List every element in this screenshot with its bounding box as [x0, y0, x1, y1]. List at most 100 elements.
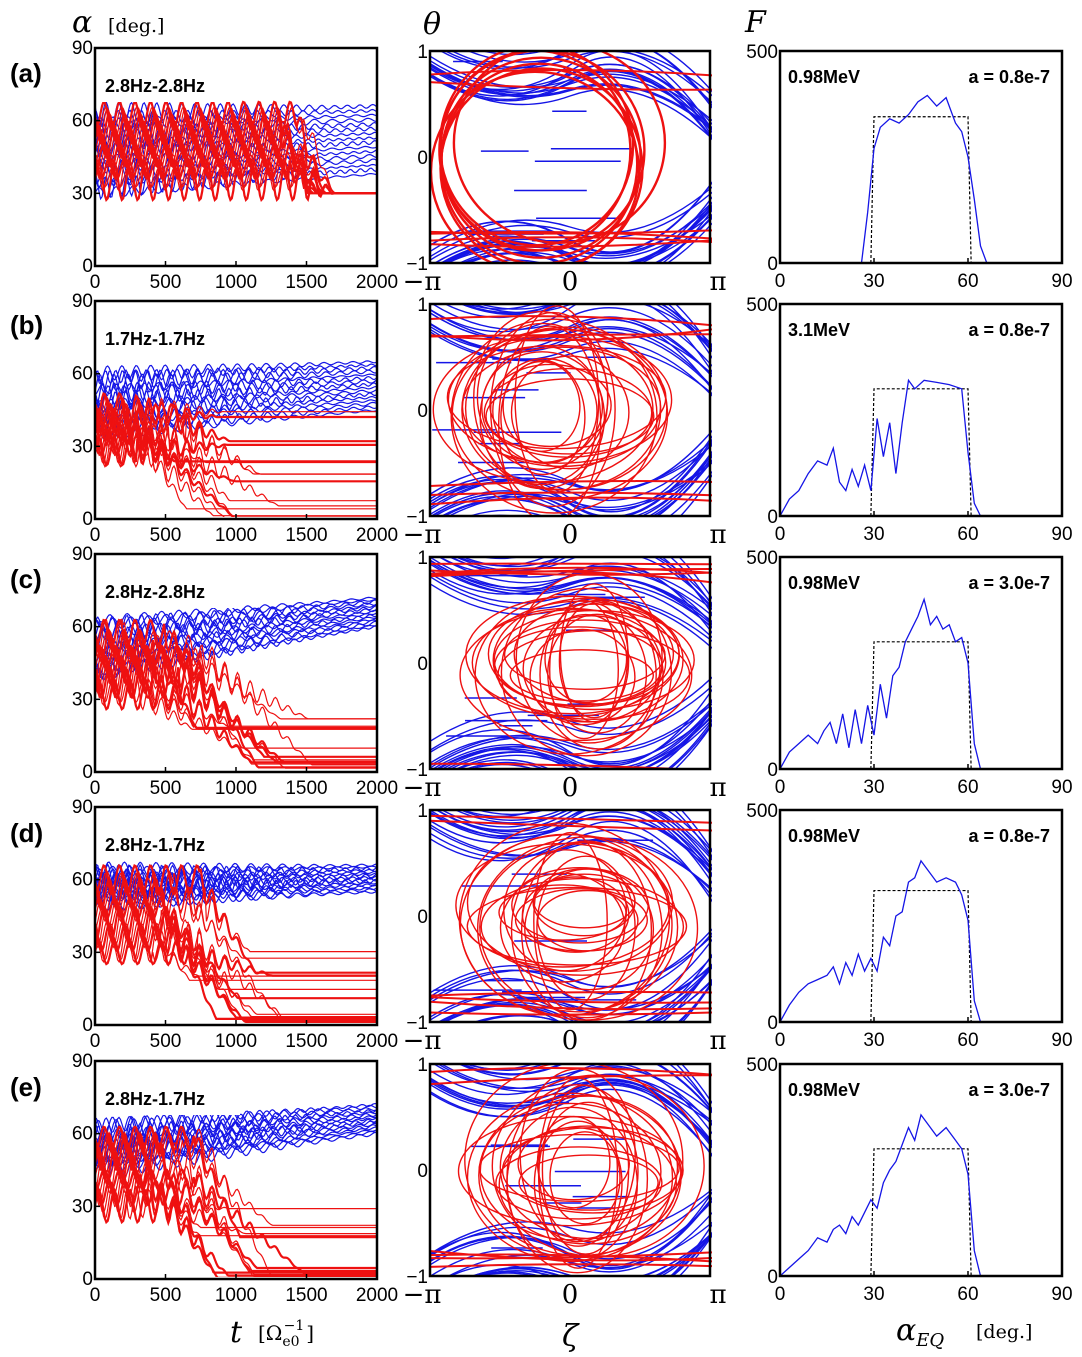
- y-tick-label: 500: [746, 42, 778, 63]
- red-orbit: [541, 1084, 630, 1255]
- red-orbit: [478, 1133, 680, 1203]
- x-tick-label: π: [709, 1280, 726, 1310]
- axes-frame: [428, 1062, 712, 1278]
- y-tick-label: −1: [406, 254, 428, 275]
- red-orbit: [466, 886, 688, 966]
- red-passing-orbit: [430, 491, 712, 497]
- blue-orbit: [431, 706, 712, 769]
- phase-space-traces: [430, 304, 712, 516]
- x-tick-label: 0: [775, 271, 786, 292]
- x-tick-label: 30: [863, 1030, 884, 1051]
- energy-annotation: 0.98MeV: [788, 1080, 860, 1100]
- x-tick-label: 2000: [356, 525, 398, 546]
- distribution-plot: 0 30 60 90 0 500 0.98MeV a = 0.8e-7: [746, 42, 1072, 292]
- blue-orbit: [430, 703, 712, 769]
- blue-orbit: [430, 51, 712, 132]
- y-tick-label: 90: [72, 544, 93, 565]
- x-tick-label: π: [709, 520, 726, 550]
- x-tick-label: 1500: [285, 525, 327, 546]
- phase-space-traces: [430, 51, 712, 263]
- blue-orbit: [430, 932, 712, 998]
- blue-orbit: [457, 1064, 712, 1113]
- red-passing-orbit: [430, 819, 712, 832]
- blue-orbit: [435, 810, 712, 871]
- x-tick-label: 1000: [215, 272, 257, 293]
- annotation-bg: [100, 1083, 240, 1115]
- red-orbit: [498, 325, 602, 516]
- red-trace: [95, 402, 377, 443]
- red-passing-orbit: [430, 1000, 712, 1011]
- red-trace: [95, 864, 377, 974]
- x-tick-label: 2000: [356, 272, 398, 293]
- frequency-annotation: 2.8Hz-2.8Hz: [105, 76, 205, 96]
- y-tick-label: 1: [417, 801, 428, 822]
- alpha-time-plot: 0 500 1000 1500 2000 0 30 60 90 2.8Hz-2.8Hz: [72, 38, 398, 293]
- red-passing-orbit: [430, 239, 712, 248]
- x-tick-label: −π: [403, 1280, 442, 1310]
- red-orbit: [438, 51, 635, 247]
- distribution-plot: 0 30 60 90 0 500 3.1MeV a = 0.8e-7: [746, 295, 1072, 545]
- red-trace: [95, 1184, 377, 1221]
- red-orbit: [499, 1095, 679, 1240]
- y-tick-label: 60: [72, 870, 93, 891]
- blue-orbit: [460, 810, 712, 858]
- y-tick-label: 30: [72, 1196, 93, 1217]
- red-orbit: [509, 649, 655, 702]
- x-tick-label: 1500: [285, 1031, 327, 1052]
- axes-frame: [778, 49, 1064, 265]
- amplitude-annotation: a = 3.0e-7: [968, 1080, 1050, 1100]
- x-tick-label: 30: [863, 1284, 884, 1305]
- blue-orbit: [440, 1064, 712, 1123]
- y-tick-label: 30: [72, 689, 93, 710]
- x-tick-label: 0: [562, 1026, 579, 1056]
- x-tick-label: 0: [90, 1285, 101, 1306]
- red-orbit: [533, 831, 608, 1011]
- red-passing-orbit: [430, 328, 712, 342]
- x-tick-label: 2000: [356, 1285, 398, 1306]
- distribution-plot: 0 30 60 90 0 500 0.98MeV a = 3.0e-7: [746, 548, 1072, 798]
- amplitude-annotation: a = 0.8e-7: [968, 826, 1050, 846]
- red-trace: [95, 876, 377, 1020]
- blue-trace: [95, 360, 377, 382]
- y-tick-label: 30: [72, 942, 93, 963]
- red-passing-orbit: [430, 568, 712, 578]
- amplitude-annotation: a = 0.8e-7: [968, 320, 1050, 340]
- alpha-time-plot: 0 500 1000 1500 2000 0 30 60 90 2.8Hz-2.8Hz: [72, 544, 398, 799]
- blue-orbit: [430, 330, 712, 397]
- x-tick-label: 0: [562, 773, 579, 803]
- x-tick-label: 90: [1051, 777, 1072, 798]
- axes-frame: [428, 302, 712, 518]
- red-passing-orbit: [430, 996, 712, 1004]
- x-tick-label: 500: [150, 1031, 182, 1052]
- phase-space-plot: −π 0 π −1 0 1: [403, 295, 727, 550]
- red-orbit: [487, 600, 675, 708]
- red-orbit: [479, 345, 606, 490]
- y-tick-label: 0: [767, 1267, 778, 1288]
- blue-orbit: [449, 715, 712, 769]
- y-tick-label: 500: [746, 1055, 778, 1076]
- blue-orbit: [430, 935, 712, 1001]
- blue-trace: [95, 365, 377, 394]
- red-orbit: [529, 628, 636, 726]
- y-tick-label: 1: [417, 1055, 428, 1076]
- distribution-plot: 0 30 60 90 0 500 0.98MeV a = 3.0e-7: [746, 1055, 1072, 1305]
- blue-orbit: [476, 1233, 712, 1276]
- energy-annotation: 0.98MeV: [788, 573, 860, 593]
- red-trace: [95, 906, 377, 1021]
- blue-trace: [95, 613, 377, 663]
- initial-distribution-box: [870, 388, 972, 517]
- red-trace: [95, 1158, 377, 1277]
- y-tick-label: −1: [406, 1267, 428, 1288]
- phase-space-plot: −π 0 π −1 0 1: [403, 42, 727, 297]
- red-orbit: [499, 872, 626, 983]
- red-trace: [95, 896, 377, 1000]
- blue-trace: [95, 876, 377, 902]
- alpha-time-traces: [95, 596, 377, 769]
- x-tick-label: 2000: [356, 778, 398, 799]
- red-orbit: [452, 51, 667, 244]
- red-passing-orbit: [430, 814, 712, 824]
- x-tick-label: 1500: [285, 778, 327, 799]
- red-orbit: [539, 599, 657, 750]
- blue-trace: [95, 861, 377, 879]
- x-tick-label: 0: [90, 778, 101, 799]
